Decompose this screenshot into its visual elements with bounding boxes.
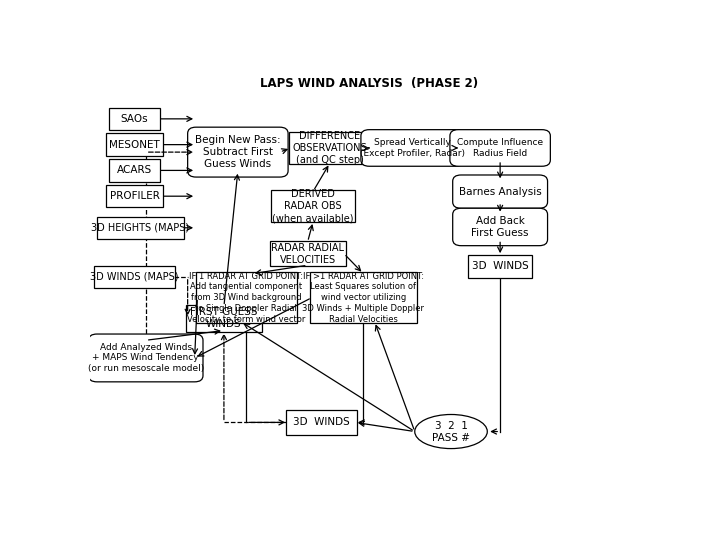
Text: 3D  WINDS: 3D WINDS xyxy=(472,261,528,272)
FancyBboxPatch shape xyxy=(109,107,160,130)
Text: Add Analyzed Winds
+ MAPS Wind Tendency
(or run mesoscale model): Add Analyzed Winds + MAPS Wind Tendency … xyxy=(88,343,204,373)
Text: PROFILER: PROFILER xyxy=(109,191,160,201)
FancyBboxPatch shape xyxy=(289,132,371,164)
Text: LAPS WIND ANALYSIS  (PHASE 2): LAPS WIND ANALYSIS (PHASE 2) xyxy=(260,77,478,90)
Text: IF 1 RADAR AT GRID POINT:
Add tangential component
from 3D Wind background
to Si: IF 1 RADAR AT GRID POINT: Add tangential… xyxy=(187,272,305,323)
FancyBboxPatch shape xyxy=(453,208,548,246)
FancyBboxPatch shape xyxy=(361,130,464,166)
Text: 3D  WINDS: 3D WINDS xyxy=(293,417,350,427)
Text: FIRST GUESS
WINDS: FIRST GUESS WINDS xyxy=(190,307,258,329)
Text: ACARS: ACARS xyxy=(117,165,152,176)
Text: MESONET: MESONET xyxy=(109,140,160,150)
Ellipse shape xyxy=(415,415,487,449)
Text: Barnes Analysis: Barnes Analysis xyxy=(459,187,541,197)
FancyBboxPatch shape xyxy=(89,334,203,382)
Text: Compute Influence
Radius Field: Compute Influence Radius Field xyxy=(457,138,543,158)
FancyBboxPatch shape xyxy=(96,217,184,239)
FancyBboxPatch shape xyxy=(270,241,346,266)
FancyBboxPatch shape xyxy=(94,266,176,288)
FancyBboxPatch shape xyxy=(468,255,533,278)
FancyBboxPatch shape xyxy=(188,127,288,177)
FancyBboxPatch shape xyxy=(453,175,548,208)
Text: Add Back
First Guess: Add Back First Guess xyxy=(472,216,529,238)
Text: DERIVED
RADAR OBS
(when available): DERIVED RADAR OBS (when available) xyxy=(272,189,354,223)
Text: 3  2  1
PASS #: 3 2 1 PASS # xyxy=(432,421,470,443)
FancyBboxPatch shape xyxy=(107,185,163,207)
FancyBboxPatch shape xyxy=(186,305,262,332)
Text: Begin New Pass:
Subtract First
Guess Winds: Begin New Pass: Subtract First Guess Win… xyxy=(195,135,281,169)
Text: 3D HEIGHTS (MAPS): 3D HEIGHTS (MAPS) xyxy=(91,223,189,233)
FancyBboxPatch shape xyxy=(287,410,356,435)
Text: Spread Vertically
(Except Profiler, Radar): Spread Vertically (Except Profiler, Rada… xyxy=(360,138,465,158)
FancyBboxPatch shape xyxy=(271,190,356,222)
FancyBboxPatch shape xyxy=(109,159,160,181)
Text: IF >1 RADAR AT GRID POINT:
Least Squares solution of
wind vector utilizing
3D Wi: IF >1 RADAR AT GRID POINT: Least Squares… xyxy=(302,272,424,323)
FancyBboxPatch shape xyxy=(310,273,417,323)
Text: SAOs: SAOs xyxy=(121,114,148,124)
FancyBboxPatch shape xyxy=(107,133,163,156)
FancyBboxPatch shape xyxy=(450,130,550,166)
Text: 3D WINDS (MAPS): 3D WINDS (MAPS) xyxy=(91,272,179,282)
Text: DIFFERENCE
OBSERVATIONS
(and QC step): DIFFERENCE OBSERVATIONS (and QC step) xyxy=(292,131,367,165)
FancyBboxPatch shape xyxy=(196,273,297,323)
Text: RADAR RADIAL
VELOCITIES: RADAR RADIAL VELOCITIES xyxy=(271,242,344,265)
